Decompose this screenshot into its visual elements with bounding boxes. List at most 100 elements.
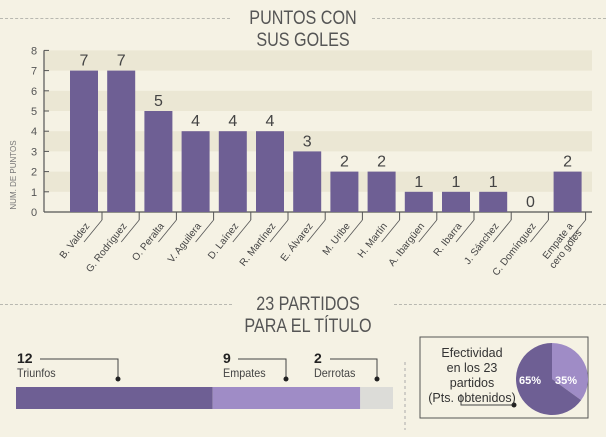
- leader-line: [195, 219, 214, 243]
- label-line: J. Sánchez: [462, 221, 501, 267]
- bar: [367, 171, 396, 212]
- y-tick-label: 2: [31, 167, 37, 179]
- bar-value-label: 1: [452, 174, 461, 191]
- bar: [404, 191, 433, 212]
- section-title: 23 PARTIDOS PARA EL TÍTULO: [223, 294, 393, 338]
- label-line: O. Peralta: [130, 221, 167, 264]
- bar-value-label: 1: [414, 174, 423, 191]
- y-tick-label: 3: [31, 146, 37, 158]
- bar: [256, 131, 284, 212]
- y-tick-label: 6: [31, 86, 37, 98]
- bar-value-label: 4: [266, 113, 275, 130]
- derrotas-callout: 2 Derrotas: [314, 350, 360, 380]
- efectividad-box: [419, 336, 589, 419]
- result-segment: [16, 387, 213, 409]
- bar: [144, 111, 173, 212]
- callout-dot: [283, 376, 289, 382]
- pie-label: 65%: [519, 375, 541, 387]
- x-tick-label: M. Uribe: [321, 221, 353, 258]
- bar: [442, 191, 470, 212]
- bar-value-label: 4: [191, 113, 200, 130]
- derrotas-label: Derrotas: [314, 366, 356, 380]
- grid-band: [44, 90, 592, 111]
- empates-label: Empates: [223, 366, 266, 380]
- result-segment: [360, 387, 393, 409]
- result-segment: [212, 387, 361, 409]
- results-graphic: 65% 35%: [16, 336, 589, 430]
- bar-value-label: 2: [340, 154, 349, 171]
- x-tick-label: V. Aguilera: [166, 221, 204, 266]
- bar-value-label: 2: [377, 154, 386, 171]
- empates-count: 9: [223, 350, 231, 366]
- bar-value-label: 4: [228, 113, 237, 130]
- leader-line: [344, 219, 363, 243]
- label-line: M. Uribe: [321, 221, 353, 258]
- leader-line: [455, 219, 475, 243]
- title-line: 23 PARTIDOS: [256, 294, 360, 315]
- callout-line: [330, 358, 378, 379]
- triunfos-count: 12: [17, 350, 33, 366]
- pie-slice: [516, 343, 582, 415]
- triunfos-callout: 12 Triunfos: [17, 350, 60, 380]
- leader-line: [232, 219, 252, 243]
- callout-dot: [374, 376, 380, 382]
- divider: [372, 18, 606, 19]
- y-tick-label: 1: [31, 187, 37, 199]
- bar-value-label: 3: [303, 133, 312, 150]
- label-line: H. Martín: [356, 221, 390, 260]
- bar-value-label: 2: [563, 154, 572, 171]
- triunfos-label: Triunfos: [17, 366, 56, 380]
- x-tick-label: Empate acero goles: [539, 221, 585, 271]
- y-axis-label: NUM. DE PUNTOS: [9, 140, 18, 209]
- label-line: B. Valdez: [58, 221, 93, 261]
- bar-value-label: 7: [80, 53, 89, 70]
- label-line: Efectividad: [441, 346, 503, 360]
- grid-band: [44, 131, 592, 152]
- y-tick-label: 5: [31, 106, 37, 118]
- title-line: SUS GOLES: [256, 30, 350, 51]
- x-tick-label: H. Martín: [356, 221, 390, 260]
- callout-line: [40, 358, 119, 379]
- label-line: R. Ibarra: [432, 221, 465, 259]
- bar: [330, 171, 359, 212]
- bar-value-label: 0: [526, 194, 535, 211]
- bar: [107, 70, 136, 212]
- divider: [0, 18, 230, 19]
- callout-dot: [511, 402, 517, 408]
- bar-value-label: 7: [117, 53, 126, 70]
- callout-dot: [115, 376, 121, 382]
- efectividad-label: Efectividad en los 23 partidos (Pts. obt…: [424, 346, 520, 406]
- x-tick-label: D. Laínez: [206, 221, 241, 262]
- bar: [553, 171, 582, 212]
- bar-value-label: 1: [489, 174, 498, 191]
- callout-line: [238, 358, 287, 379]
- derrotas-count: 2: [314, 350, 322, 366]
- callout-line: [460, 394, 514, 406]
- x-tick-label: B. Valdez: [58, 221, 93, 261]
- bar: [181, 131, 210, 212]
- bar-value-label: 5: [154, 93, 163, 110]
- grid-band: [44, 50, 592, 71]
- x-tick-label: O. Peralta: [130, 221, 167, 264]
- leader-line: [418, 219, 438, 243]
- bar: [293, 151, 322, 212]
- label-line: D. Laínez: [206, 221, 241, 262]
- y-tick-label: 7: [31, 66, 37, 78]
- x-tick-label: J. Sánchez: [462, 221, 501, 267]
- title-line: PUNTOS CON: [249, 8, 357, 29]
- leader-line: [83, 219, 103, 243]
- y-tick-label: 0: [31, 207, 37, 219]
- leader-line: [120, 219, 140, 243]
- label-line: en los 23: [446, 361, 498, 375]
- leader-line: [158, 219, 177, 243]
- bar: [218, 131, 247, 212]
- bar: [70, 70, 98, 212]
- chart-title: PUNTOS CON SUS GOLES: [218, 8, 388, 52]
- empates-callout: 9 Empates: [223, 350, 270, 380]
- title-line: PARA EL TÍTULO: [244, 316, 372, 337]
- leader-line: [269, 219, 289, 243]
- x-tick-label: R. Ibarra: [432, 221, 465, 259]
- pie-slice: [552, 343, 589, 401]
